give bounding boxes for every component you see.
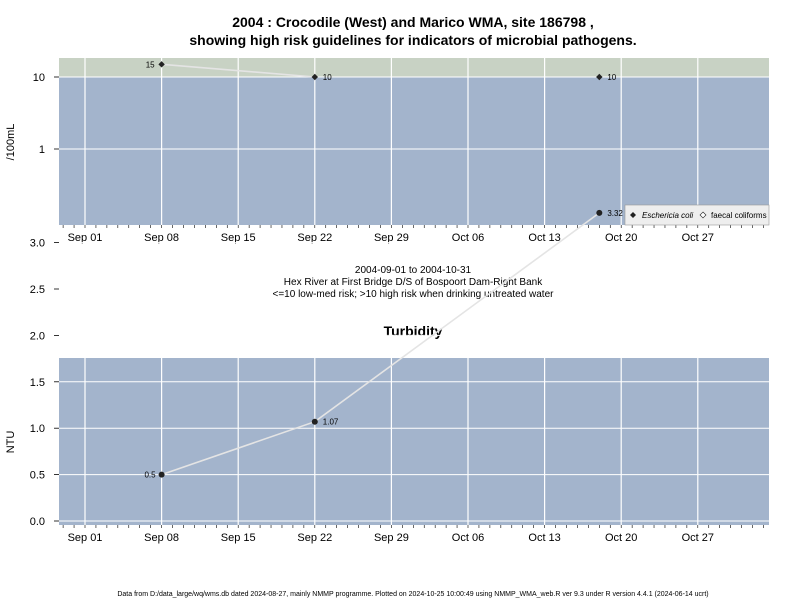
x-tick-label: Sep 01 <box>68 532 103 544</box>
y-tick-label: 2.0 <box>30 330 45 342</box>
ecoli-point <box>311 73 318 81</box>
data-label: 3.32 <box>607 209 623 218</box>
y-tick-label: 3.0 <box>30 238 45 250</box>
y-tick-label: 0.5 <box>30 470 45 482</box>
turbidity-y-axis-label: NTU <box>5 431 17 454</box>
microbial-y-axis-label: /100mL <box>5 124 17 161</box>
y-tick-label: 0.0 <box>30 516 45 528</box>
footer-note: Data from D:/data_large/wq/wms.db dated … <box>117 591 708 598</box>
x-tick-label: Oct 13 <box>528 532 560 544</box>
turbidity-point <box>311 418 318 425</box>
microbial-panel: 15 10 10 Sep 01 Sep 08 Sep 15 Sep 22 Sep 29 Oct… <box>5 58 770 244</box>
y-tick-label: 2.5 <box>30 284 45 296</box>
legend-faecal-label: faecal coliforms <box>711 211 767 220</box>
data-label: 10 <box>607 73 616 82</box>
x-tick-label: Sep 29 <box>374 232 409 244</box>
risk-note-text: <=10 low-med risk; >10 high risk when dr… <box>273 289 555 300</box>
x-tick-label: Sep 15 <box>221 532 256 544</box>
x-tick-label: Oct 27 <box>682 232 714 244</box>
x-tick-label: Sep 22 <box>297 532 332 544</box>
legend-ecoli-marker <box>630 212 636 218</box>
x-tick-label: Sep 22 <box>297 232 332 244</box>
turbidity-point <box>596 209 603 216</box>
site-description-text: Hex River at First Bridge D/S of Bospoor… <box>284 277 543 288</box>
turbidity-panel-bg <box>59 358 769 525</box>
x-tick-label: Sep 08 <box>144 532 179 544</box>
turbidity-title: Turbidity <box>384 323 443 339</box>
x-tick-label: Sep 01 <box>68 232 103 244</box>
data-label: 1.07 <box>323 418 339 427</box>
data-label: 0.5 <box>144 471 156 480</box>
high-risk-band <box>59 58 769 77</box>
x-tick-label: Oct 13 <box>528 232 560 244</box>
x-tick-label: Oct 27 <box>682 532 714 544</box>
ecoli-point <box>596 73 603 81</box>
legend-faecal-marker <box>699 211 707 219</box>
date-range-text: 2004-09-01 to 2004-10-31 <box>355 265 472 276</box>
y-tick-label: 1 <box>39 144 45 156</box>
ecoli-series-line <box>161 63 315 78</box>
x-tick-label: Oct 20 <box>605 532 637 544</box>
x-tick-label: Oct 06 <box>452 232 484 244</box>
data-label: 10 <box>323 73 332 82</box>
y-tick-label: 1.0 <box>30 423 45 435</box>
turbidity-point <box>158 471 165 478</box>
ecoli-point <box>158 61 165 68</box>
x-tick-label: Sep 29 <box>374 532 409 544</box>
turbidity-panel: Turbidity 0.5 1.07 3.32 Sep 01 Sep 08 Sep 15… <box>5 209 769 544</box>
legend: Eschericia coli faecal coliforms <box>624 204 770 226</box>
chart-title-line1: 2004 : Crocodile (West) and Marico WMA, … <box>232 14 594 30</box>
data-label: 15 <box>146 60 155 69</box>
x-tick-label: Oct 20 <box>605 232 637 244</box>
legend-box <box>624 204 770 226</box>
x-tick-label: Oct 06 <box>452 532 484 544</box>
y-tick-label: 1.5 <box>30 377 45 389</box>
x-tick-label: Sep 15 <box>221 232 256 244</box>
microbial-panel-bg <box>59 58 769 225</box>
chart-title-line2: showing high risk guidelines for indicat… <box>189 32 636 48</box>
y-tick-label: 10 <box>33 72 45 84</box>
x-tick-label: Sep 08 <box>144 232 179 244</box>
legend-ecoli-label: Eschericia coli <box>642 211 693 220</box>
